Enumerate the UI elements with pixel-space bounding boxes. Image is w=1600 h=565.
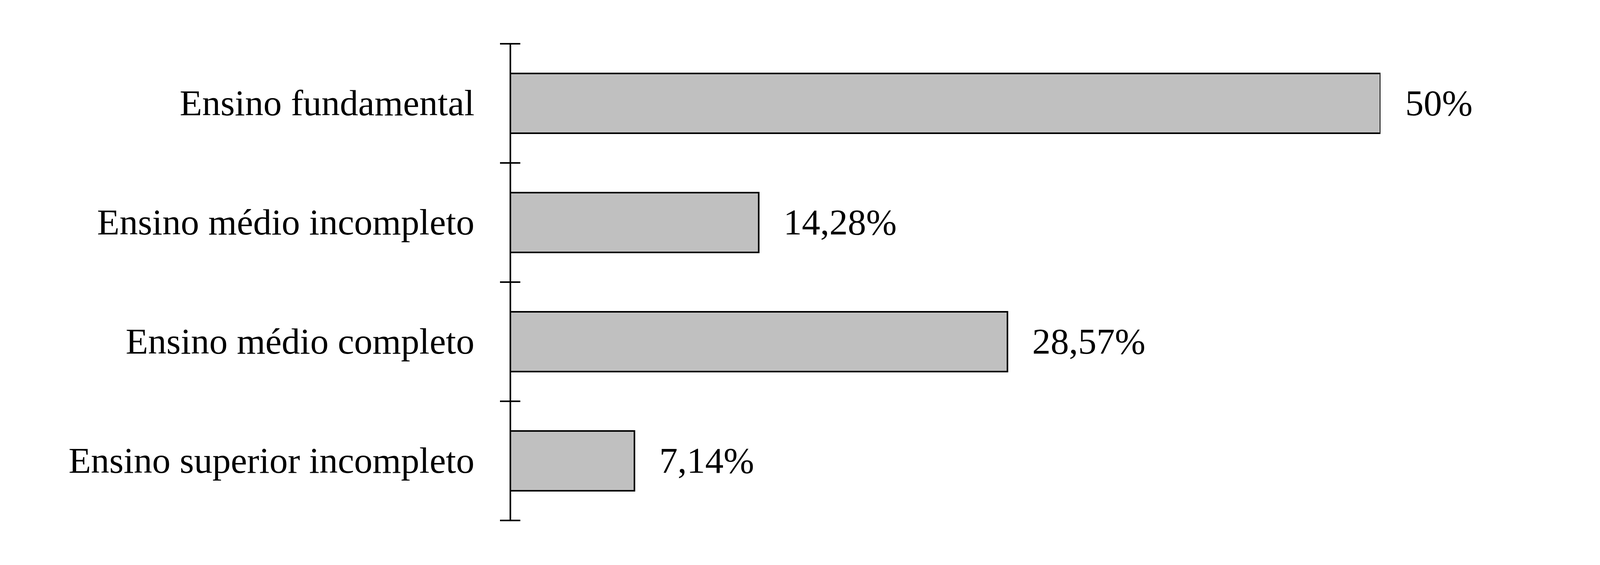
svg-text:Ensino fundamental: Ensino fundamental	[179, 82, 475, 124]
svg-text:Ensino superior incompleto: Ensino superior incompleto	[68, 439, 475, 481]
svg-text:Ensino médio incompleto: Ensino médio incompleto	[97, 201, 475, 243]
svg-text:Ensino médio completo: Ensino médio completo	[125, 320, 475, 362]
svg-text:28,57%: 28,57%	[1032, 320, 1146, 362]
svg-text:14,28%: 14,28%	[783, 201, 897, 243]
svg-text:50%: 50%	[1405, 82, 1473, 124]
svg-text:7,14%: 7,14%	[659, 439, 755, 481]
